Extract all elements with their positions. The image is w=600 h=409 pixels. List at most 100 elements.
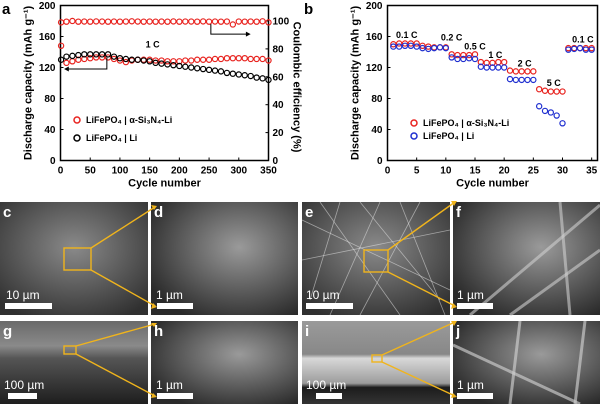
- zoom-box-e: [363, 249, 389, 273]
- data-point: [182, 18, 189, 25]
- sem-image-e: [302, 202, 450, 315]
- sem-image-h: [151, 321, 298, 404]
- panel-label-b: b: [304, 1, 313, 18]
- data-point: [110, 53, 118, 60]
- y-tick-label: 40: [371, 125, 383, 136]
- data-point: [512, 68, 520, 75]
- data-point: [588, 46, 595, 53]
- data-point: [199, 65, 207, 73]
- scale-bar-d: [157, 303, 193, 309]
- data-point: [576, 44, 584, 52]
- y-tick-label: 0: [50, 156, 56, 167]
- y-tick-label: 40: [44, 125, 56, 136]
- sem-annotations: c 10 µm d 1 µm e 10 µm f 1 µm g 100 µm h…: [3, 204, 493, 399]
- data-point: [471, 55, 479, 63]
- panel-label-d: d: [154, 204, 163, 221]
- data-point: [193, 18, 201, 25]
- data-point: [199, 56, 207, 63]
- data-point: [57, 42, 65, 50]
- x-tick-label: 150: [141, 166, 158, 177]
- arrowheads: [151, 201, 457, 398]
- legend-marker: [73, 116, 81, 124]
- zoom-indicators: [63, 201, 456, 397]
- y-axis-label: Discharge capacity (mAh g⁻¹): [350, 5, 362, 160]
- data-point: [188, 57, 195, 64]
- x-tick-label: 20: [499, 166, 511, 177]
- data-point: [460, 51, 467, 59]
- x-tick-label: 200: [171, 166, 188, 177]
- y2-tick-label: 100: [273, 16, 290, 27]
- data-point: [92, 18, 100, 25]
- data-point: [253, 18, 260, 25]
- data-point: [87, 18, 94, 25]
- y2-tick-label: 40: [273, 100, 285, 111]
- scale-label-f: 1 µm: [457, 288, 484, 302]
- legend-label: LiFePO₄ | Li: [423, 131, 474, 141]
- data-point: [247, 72, 254, 80]
- data-point: [535, 103, 543, 110]
- y2-tick-label: 0: [273, 156, 279, 167]
- data-point: [541, 107, 549, 115]
- panel-label-f: f: [456, 204, 462, 221]
- y2-tick-label: 60: [273, 72, 285, 83]
- y2-axis-label: Coulombic efficiency (%): [291, 22, 303, 153]
- data-point: [182, 63, 189, 70]
- panel-label-j: j: [455, 323, 460, 340]
- data-point: [401, 42, 409, 50]
- y-tick-label: 200: [39, 1, 56, 12]
- data-point: [116, 57, 124, 64]
- data-point: [223, 18, 231, 25]
- data-point: [247, 18, 254, 25]
- data-point: [110, 55, 118, 63]
- data-point: [217, 68, 225, 75]
- legend-label: LiFePO₄ | α-Si₃N₄-Li: [86, 115, 172, 125]
- data-point: [425, 43, 432, 50]
- data-point: [170, 18, 177, 25]
- data-point: [559, 88, 566, 95]
- data-point: [259, 18, 266, 25]
- data-point: [223, 69, 231, 77]
- data-point: [152, 18, 159, 25]
- scale-label-d: 1 µm: [156, 288, 183, 302]
- data-point: [116, 18, 124, 25]
- data-point: [477, 63, 485, 70]
- data-point: [570, 45, 578, 53]
- data-point: [413, 40, 420, 47]
- data-point: [442, 44, 450, 52]
- legend-label: LiFePO₄ | α-Si₃N₄-Li: [423, 118, 509, 128]
- data-point: [541, 87, 549, 94]
- data-point: [211, 55, 219, 63]
- rate-label: 0.1 C: [572, 35, 594, 45]
- sem-image-d: [151, 202, 298, 315]
- data-point: [454, 51, 461, 59]
- data-point: [390, 41, 397, 48]
- data-point: [500, 58, 508, 66]
- data-point: [140, 57, 147, 64]
- data-point: [235, 55, 242, 62]
- data-point: [518, 68, 525, 75]
- data-point: [87, 55, 94, 62]
- rate-label: 1 C: [488, 50, 503, 60]
- data-point: [146, 58, 153, 65]
- legend-marker: [73, 134, 81, 142]
- data-point: [407, 42, 415, 50]
- data-point: [128, 56, 136, 63]
- x-tick-label: 350: [260, 166, 277, 177]
- data-point: [205, 66, 213, 74]
- data-point: [512, 76, 520, 84]
- data-point: [547, 88, 555, 95]
- right-axis-arrow: [210, 24, 248, 35]
- chart-b: b 0 5 10 15 20 25 30 35 0 40 80 120 160 200 Cycle numb…: [304, 1, 599, 190]
- scale-label-g: 100 µm: [4, 378, 44, 392]
- data-point: [57, 56, 65, 63]
- x-tick-label: 15: [469, 166, 481, 177]
- data-point: [235, 71, 242, 78]
- data-point: [63, 18, 70, 25]
- legend-marker: [410, 132, 418, 140]
- data-point: [81, 51, 88, 58]
- data-point: [253, 55, 260, 63]
- data-point: [152, 57, 159, 64]
- data-point: [98, 54, 106, 61]
- data-point: [122, 18, 130, 25]
- data-point: [182, 57, 189, 64]
